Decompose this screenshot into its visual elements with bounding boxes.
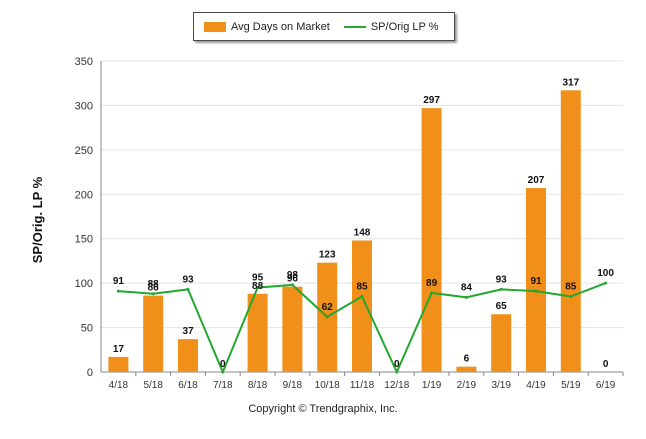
y-tick-label: 350 [75,56,93,68]
x-tick-label: 10/18 [315,380,340,391]
x-tick-label: 6/19 [596,380,616,391]
legend-item-bar: Avg Days on Market [204,21,330,33]
x-tick-label: 12/18 [384,380,409,391]
bar-data-label: 86 [148,283,160,294]
line-point [499,287,503,291]
line-point [604,281,608,285]
y-tick-label: 50 [81,323,93,335]
x-tick-label: 4/18 [109,380,129,391]
line-point [430,291,434,295]
bar-data-label: 88 [252,281,264,292]
bar [108,356,129,372]
line-point [569,294,573,298]
bar [178,339,198,372]
line-point [360,294,364,298]
line-point [395,370,399,374]
bar-data-label: 0 [603,359,609,370]
legend-label-line: SP/Orig LP % [370,20,439,33]
bar-data-label: 207 [528,175,545,186]
line-data-label: 93 [182,274,194,285]
legend-item-line: SP/Orig LP % [343,20,439,33]
line-point [186,287,190,291]
line-point [534,289,538,293]
y-axis-title: SP/Orig. LP % [30,176,45,264]
bar-data-label: 297 [423,95,440,106]
bar [560,90,581,372]
line-point [325,315,329,319]
bar-data-label: 0 [220,359,226,370]
bar [352,240,372,372]
x-tick-label: 3/19 [491,380,511,391]
y-tick-label: 150 [75,234,93,246]
line-data-label: 88 [148,279,160,290]
line-point [464,295,468,299]
bar-data-label: 37 [182,326,194,337]
line-point [256,286,260,290]
x-tick-label: 8/18 [248,380,268,391]
line-data-label: 100 [597,268,614,279]
x-tick-label: 7/18 [213,380,233,391]
x-tick-label: 1/19 [422,380,442,391]
x-tick-label: 4/19 [526,380,546,391]
bar [491,314,512,372]
bar-data-label: 6 [464,354,470,365]
bar [143,295,164,372]
bar-data-label: 17 [113,344,125,355]
bar [526,188,546,372]
line-data-label: 95 [252,273,264,284]
legend: Avg Days on Market SP/Orig LP % [193,12,455,41]
x-tick-label: 11/18 [350,380,375,391]
bar-data-label: 148 [354,227,371,238]
bar-data-label: 65 [496,301,508,312]
line-data-label: 89 [426,278,438,289]
bar [247,293,268,372]
line-data-label: 85 [565,281,577,292]
bar-data-label: 123 [319,250,336,261]
line-data-label: 84 [461,282,473,293]
line-data-label: 62 [322,302,334,313]
y-tick-label: 100 [75,278,93,290]
y-tick-label: 0 [87,367,93,379]
x-tick-label: 2/19 [457,380,477,391]
legend-swatch-line [343,25,366,28]
x-tick-label: 6/18 [178,380,198,391]
legend-swatch-bar [204,21,226,32]
copyright-text: Copyright © Trendgraphix, Inc. [248,403,398,415]
line-point [151,292,155,296]
x-tick-label: 5/19 [561,380,581,391]
line-point [290,283,294,287]
line-data-label: 91 [113,276,125,287]
y-tick-label: 250 [75,145,93,157]
y-tick-label: 300 [75,100,93,112]
line-point [221,370,225,374]
y-tick-label: 200 [75,189,93,201]
bar-data-label: 317 [562,77,579,88]
x-tick-label: 9/18 [283,380,303,391]
bar-data-label: 96 [287,274,299,285]
line-data-label: 85 [356,281,368,292]
x-tick-label: 5/18 [143,380,163,391]
bar [282,286,303,372]
line-data-label: 91 [530,276,542,287]
line-data-label: 93 [496,274,508,285]
bar [421,108,442,372]
legend-label-bar: Avg Days on Market [231,20,330,33]
bar-data-label: 0 [394,359,400,370]
line-data-label: 98 [287,270,299,281]
line-point [116,289,120,293]
bar [456,366,477,372]
